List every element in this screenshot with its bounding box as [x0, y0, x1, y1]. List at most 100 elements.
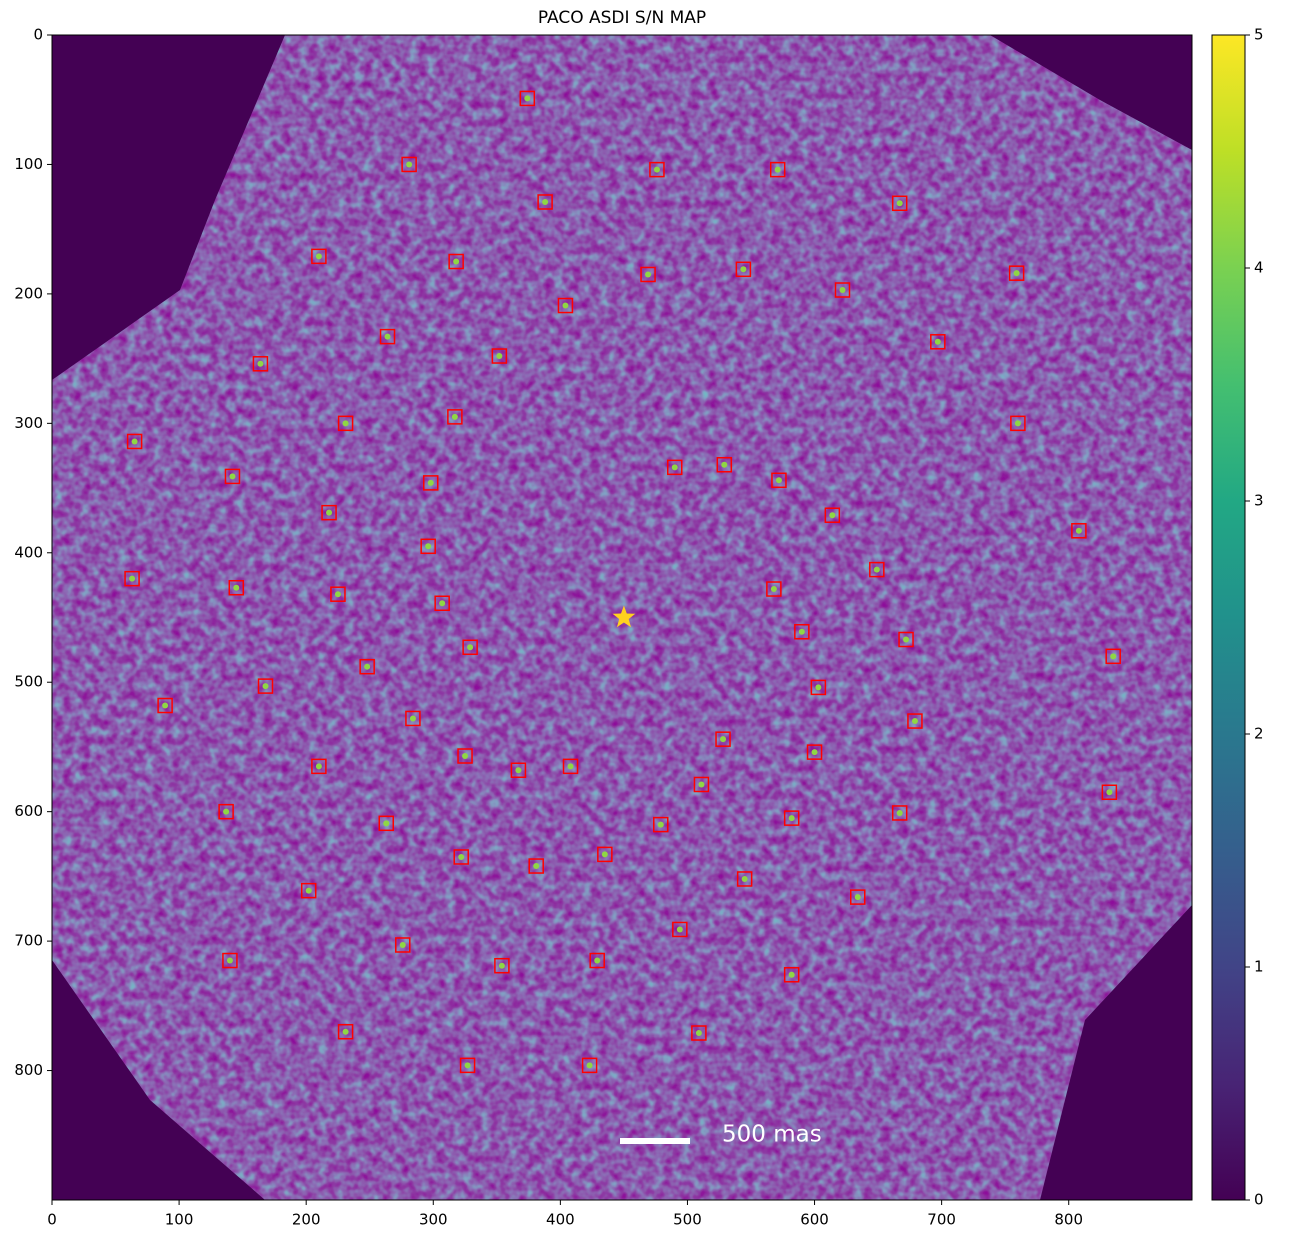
- source-dot: [334, 591, 341, 598]
- detection-marker: [300, 882, 317, 899]
- detection-marker: [581, 1057, 598, 1074]
- source-dot: [533, 863, 540, 870]
- source-dot: [496, 353, 503, 360]
- source-dot: [129, 575, 136, 582]
- detection-marker: [379, 328, 396, 345]
- source-dot: [788, 815, 795, 822]
- scale-bar-label: 500 mas: [722, 1122, 822, 1148]
- colorbar: [1211, 34, 1246, 1201]
- detection-marker: [898, 631, 914, 648]
- detection-marker: [359, 658, 375, 675]
- x-tick-label: 0: [47, 1211, 57, 1229]
- detection-marker: [557, 297, 574, 314]
- colorbar-tick-label: 3: [1254, 492, 1264, 510]
- source-dot: [829, 512, 836, 519]
- source-dot: [896, 809, 903, 816]
- y-tick-label: 800: [14, 1061, 43, 1079]
- detection-marker: [691, 1025, 707, 1041]
- detection-marker: [769, 161, 786, 178]
- source-dot: [740, 266, 747, 273]
- detection-marker: [459, 1057, 476, 1074]
- detection-marker: [649, 161, 665, 178]
- source-dot: [911, 718, 918, 725]
- colorbar-tick-label: 4: [1254, 259, 1264, 277]
- source-dot: [524, 95, 531, 102]
- detection-marker: [337, 415, 354, 432]
- x-tick-label: 700: [927, 1211, 956, 1229]
- source-dot: [451, 413, 458, 420]
- source-dot: [657, 821, 664, 828]
- detection-marker: [401, 156, 417, 173]
- detection-marker: [222, 952, 238, 969]
- detection-marker: [157, 697, 173, 714]
- detection-marker: [491, 348, 508, 364]
- source-dot: [645, 271, 652, 278]
- detection-marker: [810, 679, 827, 696]
- detection-marker: [378, 815, 394, 832]
- source-dot: [233, 584, 240, 591]
- detection-marker: [1010, 415, 1026, 432]
- source-dot: [815, 684, 822, 691]
- detection-marker: [850, 889, 866, 905]
- detection-marker: [930, 334, 946, 350]
- detection-marker: [562, 758, 579, 775]
- detection-marker: [653, 816, 669, 833]
- detection-marker: [824, 507, 841, 523]
- detection-marker: [257, 678, 274, 694]
- source-dot: [896, 200, 903, 207]
- source-dot: [567, 763, 574, 770]
- source-dot: [721, 461, 728, 468]
- source-dot: [384, 333, 391, 340]
- source-dot: [467, 644, 474, 651]
- source-dot: [326, 509, 333, 516]
- source-dot: [498, 962, 505, 969]
- source-dot: [342, 420, 349, 427]
- colorbar-tick-label: 1: [1254, 958, 1264, 976]
- detection-marker: [783, 967, 800, 983]
- detection-marker: [252, 356, 269, 372]
- detection-marker: [537, 194, 553, 210]
- detection-marker: [422, 475, 439, 491]
- source-dot: [854, 894, 861, 901]
- x-tick-label: 600: [800, 1211, 829, 1229]
- detection-marker: [453, 849, 469, 865]
- detection-marker: [771, 472, 787, 489]
- source-dot: [425, 543, 432, 550]
- colorbar-tick-label: 2: [1254, 725, 1264, 743]
- source-dot: [364, 663, 371, 670]
- source-dot: [342, 1028, 349, 1035]
- colorbar-tick-label: 0: [1254, 1191, 1264, 1209]
- detection-marker: [434, 595, 450, 612]
- detection-marker: [447, 409, 463, 425]
- y-tick-label: 500: [14, 673, 43, 691]
- source-dot: [775, 477, 782, 484]
- x-tick-label: 300: [419, 1211, 448, 1229]
- detection-marker: [672, 921, 688, 938]
- source-dot: [903, 636, 910, 643]
- source-dot: [811, 749, 818, 756]
- detection-marker: [907, 713, 923, 729]
- source-dot: [427, 479, 434, 486]
- x-tick-label: 100: [165, 1211, 194, 1229]
- detection-marker: [494, 957, 510, 974]
- source-dot: [774, 166, 781, 173]
- x-tick-label: 400: [546, 1211, 575, 1229]
- source-dot: [594, 957, 601, 964]
- detection-marker: [337, 1023, 354, 1040]
- source-dot: [698, 781, 705, 788]
- detection-marker: [715, 731, 731, 747]
- detection-marker: [457, 748, 473, 764]
- detection-marker: [891, 805, 908, 821]
- detection-marker: [528, 858, 544, 874]
- source-dot: [399, 941, 406, 948]
- detection-marker: [640, 266, 656, 283]
- source-dot: [262, 683, 269, 690]
- source-dot: [653, 166, 660, 173]
- source-dot: [798, 628, 805, 635]
- detection-marker: [735, 261, 752, 278]
- source-dot: [406, 161, 413, 168]
- detection-marker: [666, 459, 683, 476]
- detection-marker: [448, 253, 464, 270]
- detection-marker: [519, 90, 536, 107]
